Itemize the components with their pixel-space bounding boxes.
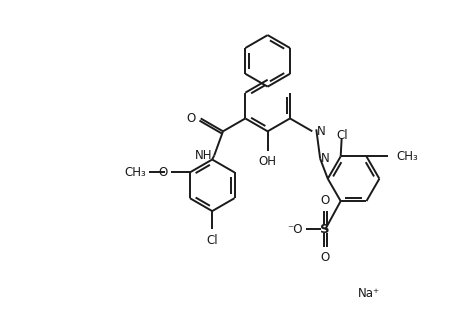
Text: CH₃: CH₃ [396,150,418,163]
Text: O: O [321,252,330,264]
Text: S: S [320,223,330,236]
Text: Na⁺: Na⁺ [358,287,380,301]
Text: CH₃: CH₃ [125,166,147,179]
Text: NH: NH [195,149,212,162]
Text: Cl: Cl [337,129,349,142]
Text: O: O [321,194,330,208]
Text: N: N [321,152,330,165]
Text: OH: OH [258,155,277,167]
Text: Cl: Cl [207,234,218,247]
Text: O: O [158,166,167,179]
Text: N: N [317,125,326,138]
Text: ⁻O: ⁻O [288,223,303,236]
Text: O: O [187,112,196,125]
